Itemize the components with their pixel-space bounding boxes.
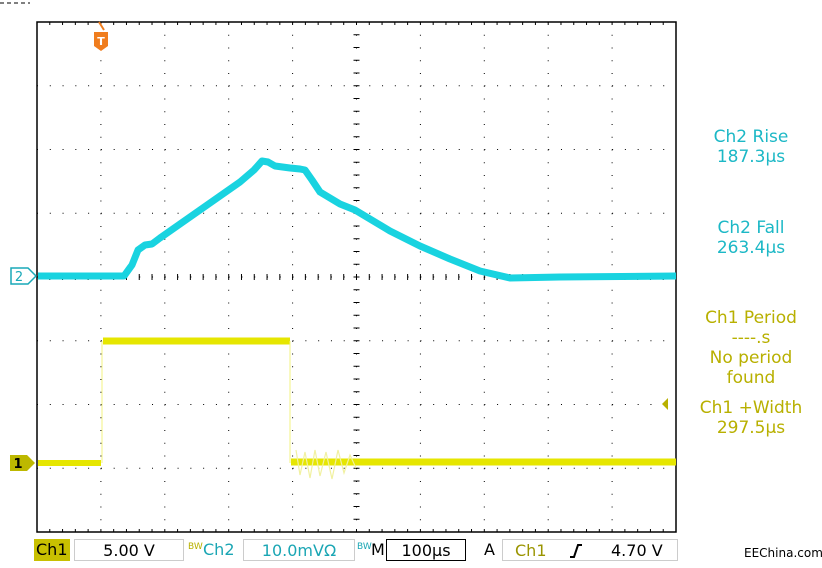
ch1-width-label: Ch1 +Width bbox=[699, 398, 803, 418]
watermark: EEChina.com bbox=[744, 546, 822, 560]
timebase-prefix: M bbox=[371, 540, 385, 559]
trigger-mode: A bbox=[484, 540, 495, 559]
ch2-scale-label: Ch2 bbox=[203, 540, 235, 559]
trigger-position-marker: T bbox=[94, 21, 108, 51]
svg-text:T: T bbox=[97, 35, 105, 48]
rising-edge-icon bbox=[569, 540, 583, 562]
trigger-source: Ch1 bbox=[515, 541, 547, 560]
status-bar: Ch1 5.00 V BW Ch2 10.0mVΩ BW M 100µs A C… bbox=[0, 539, 690, 561]
ch2-waveform bbox=[38, 157, 677, 282]
ch2-fall-value: 263.4µs bbox=[716, 238, 786, 258]
trigger-level-marker bbox=[662, 398, 668, 410]
ch2-rise-value: 187.3µs bbox=[716, 147, 786, 167]
svg-text:2: 2 bbox=[15, 270, 23, 285]
ch2-fall-label: Ch2 Fall bbox=[717, 218, 785, 238]
ch2-scale-value: 10.0mVΩ bbox=[243, 539, 355, 561]
ch1-period-note-line2: found bbox=[726, 368, 776, 388]
ch1-bandwidth-limit-icon: BW bbox=[188, 542, 203, 552]
ch1-level-marker: 1 bbox=[10, 455, 35, 472]
ch2-rise-label: Ch2 Rise bbox=[713, 127, 789, 147]
ch1-scale-label: Ch1 bbox=[34, 539, 70, 561]
ch1-width-value: 297.5µs bbox=[716, 418, 786, 438]
ch1-scale-value: 5.00 V bbox=[74, 539, 184, 561]
ch1-period-value: ----.s bbox=[731, 328, 771, 348]
trigger-readout: Ch1 4.70 V bbox=[502, 539, 678, 561]
ch2-level-marker: 2 bbox=[10, 267, 38, 285]
ch1-waveform bbox=[38, 337, 676, 480]
ch1-period-note-line1: No period bbox=[709, 348, 793, 368]
ch1-period-label: Ch1 Period bbox=[705, 308, 797, 328]
ch2-bandwidth-limit-icon: BW bbox=[357, 542, 372, 552]
trigger-level-value: 4.70 V bbox=[611, 541, 663, 560]
timebase-value: 100µs bbox=[386, 539, 466, 561]
svg-text:1: 1 bbox=[13, 457, 22, 472]
